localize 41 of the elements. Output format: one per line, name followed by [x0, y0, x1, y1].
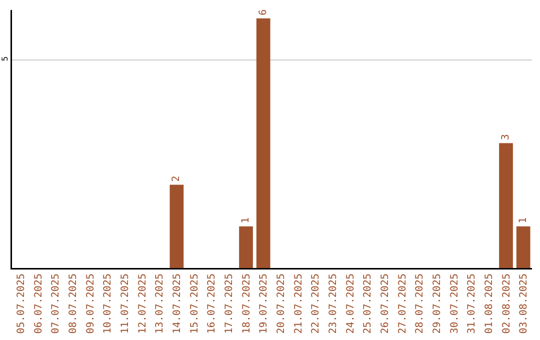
x-tick-label: 25.07.2025 [362, 274, 374, 334]
data-label: 3 [500, 134, 512, 140]
bar [256, 18, 270, 268]
x-tick-label: 29.07.2025 [432, 274, 443, 334]
x-tick-label: 31.07.2025 [466, 274, 478, 334]
x-tick-label: 26.07.2025 [380, 274, 391, 334]
x-tick-label: 05.07.2025 [16, 274, 27, 334]
x-tick-label: 14.07.2025 [172, 274, 183, 334]
x-tick-label: 15.07.2025 [189, 274, 200, 334]
x-tick-label: 20.07.2025 [276, 274, 287, 334]
data-label: 2 [171, 176, 182, 182]
bar [170, 184, 184, 268]
y-tick-label: 5 [0, 56, 10, 62]
x-tick-label: 18.07.2025 [241, 274, 252, 334]
x-tick-label: 09.07.2025 [85, 274, 96, 334]
x-tick-label: 23.07.2025 [328, 274, 339, 334]
x-tick-label: 21.07.2025 [293, 274, 304, 334]
x-tick-label: 17.07.2025 [224, 274, 235, 334]
bar [499, 143, 513, 268]
x-tick-label: 01.08.2025 [484, 274, 495, 334]
x-tick-label: 07.07.2025 [50, 274, 62, 334]
x-tick-label: 11.07.2025 [120, 274, 131, 334]
x-tick-label: 22.07.2025 [310, 274, 322, 334]
x-tick-label: 16.07.2025 [206, 274, 218, 334]
x-tick-label: 12.07.2025 [137, 274, 148, 334]
bar [239, 226, 253, 268]
data-label: 6 [258, 9, 269, 16]
data-label: 1 [240, 217, 252, 224]
x-tick-label: 10.07.2025 [102, 274, 114, 334]
x-tick-label: 27.07.2025 [397, 274, 408, 334]
x-tick-label: 08.07.2025 [68, 274, 79, 334]
x-tick-label: 03.08.2025 [518, 274, 530, 334]
x-tick-label: 24.07.2025 [345, 274, 356, 334]
x-tick-label: 06.07.2025 [33, 274, 44, 334]
x-tick-label: 28.07.2025 [414, 274, 426, 334]
x-tick-label: 13.07.2025 [154, 274, 166, 334]
x-tick-label: 30.07.2025 [449, 274, 460, 334]
bar [516, 226, 530, 268]
x-tick-label: 02.08.2025 [501, 274, 512, 334]
x-tick-label: 19.07.2025 [258, 274, 270, 334]
data-label: 1 [518, 217, 529, 224]
